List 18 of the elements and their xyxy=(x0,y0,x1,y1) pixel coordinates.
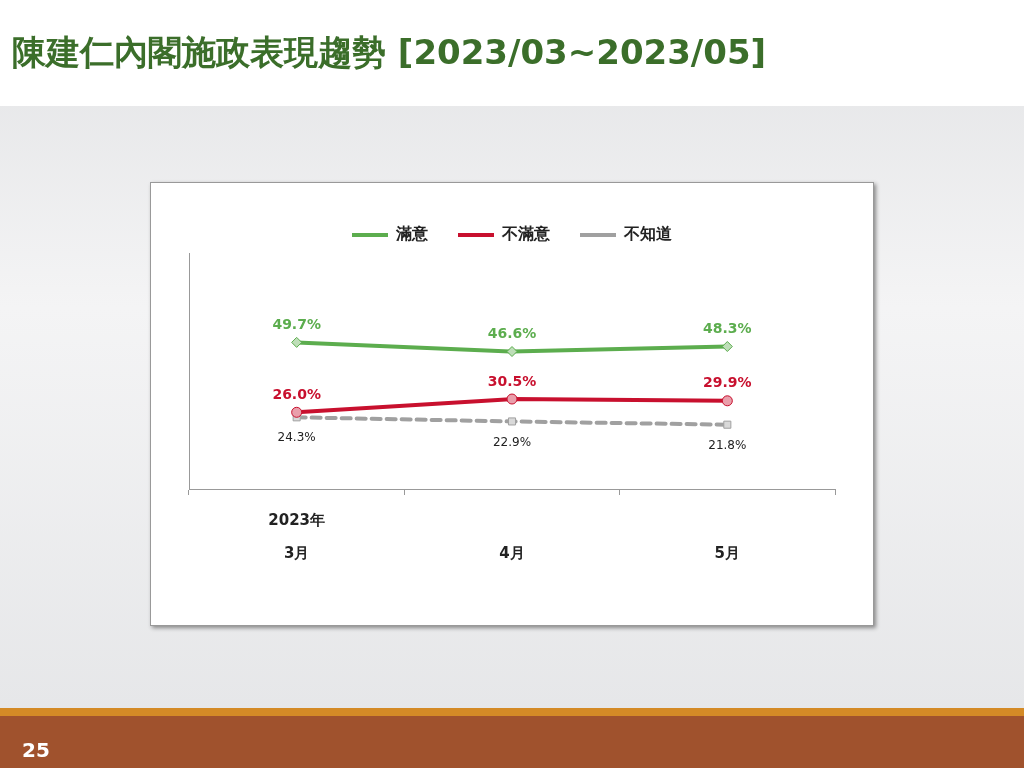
chart-title: 陳建仁內閣施政表現趨勢 [2023/03~2023/05] xyxy=(12,31,767,74)
text: 2023年 xyxy=(268,511,326,530)
data-label: 26.0% xyxy=(272,385,321,402)
data-label: 49.7% xyxy=(272,316,321,333)
data-label: 24.3% xyxy=(277,430,316,445)
data-label: 30.5% xyxy=(487,372,537,389)
data-label: 29.9% xyxy=(703,374,752,391)
data-label: 46.6% xyxy=(487,325,537,342)
text: 25 xyxy=(22,738,50,762)
x-tick-label: 5月 xyxy=(714,543,741,562)
legend-label: 滿意 xyxy=(395,224,429,244)
data-label: 21.8% xyxy=(708,437,747,452)
x-tick-label: 4月 xyxy=(499,543,525,562)
legend-label: 不知道 xyxy=(623,224,673,244)
x-tick-label: 3月 xyxy=(283,543,310,562)
legend-label: 不滿意 xyxy=(501,224,551,244)
data-label: 48.3% xyxy=(703,320,752,337)
data-label: 22.9% xyxy=(492,434,532,449)
